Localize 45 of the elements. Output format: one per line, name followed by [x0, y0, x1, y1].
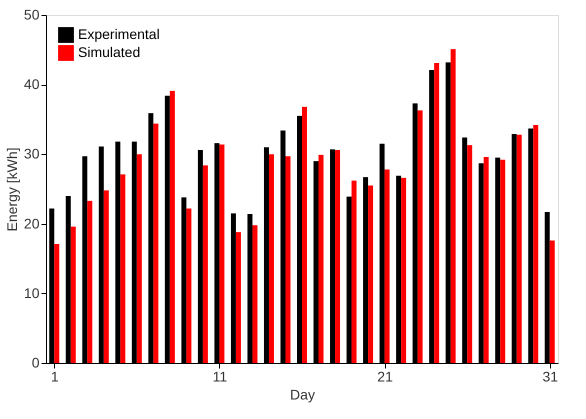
- bar: [268, 154, 274, 363]
- bar: [335, 150, 340, 363]
- x-tick-label: 21: [377, 368, 394, 384]
- y-tick-label: 40: [24, 76, 40, 92]
- bar: [186, 208, 192, 363]
- bar: [516, 134, 522, 363]
- bar: [318, 154, 324, 363]
- bar: [120, 174, 126, 363]
- x-tick-label: 31: [542, 368, 558, 384]
- bar: [252, 225, 258, 363]
- y-tick-label: 30: [24, 146, 40, 162]
- bar: [450, 49, 456, 363]
- bar: [384, 170, 390, 363]
- bar: [236, 232, 241, 363]
- bar: [434, 63, 440, 363]
- y-tick-label: 10: [24, 284, 40, 301]
- bar: [153, 124, 158, 363]
- bar: [70, 226, 76, 363]
- bar: [285, 156, 290, 363]
- bar: [54, 244, 60, 363]
- bar: [484, 156, 489, 363]
- bar: [368, 186, 374, 363]
- bar: [219, 144, 224, 363]
- bar: [352, 180, 357, 363]
- bar: [467, 145, 472, 363]
- bar: [87, 200, 92, 363]
- bar: [418, 110, 423, 363]
- bar: [550, 240, 555, 363]
- y-tick-label: 50: [24, 6, 40, 22]
- y-tick-label: 0: [32, 354, 40, 370]
- bar: [104, 190, 109, 363]
- y-tick-label: 20: [24, 215, 40, 232]
- bar: [533, 124, 538, 363]
- x-tick-label: 11: [212, 368, 228, 384]
- y-axis-title: Energy [kWh]: [4, 147, 20, 232]
- legend-label: Experimental: [78, 26, 160, 42]
- bar: [170, 90, 175, 363]
- bar: [302, 106, 307, 363]
- legend-label: Simulated: [78, 44, 140, 60]
- bar: [500, 160, 506, 363]
- x-axis-title: Day: [290, 386, 315, 402]
- bar: [136, 154, 142, 363]
- x-tick-label: 1: [50, 368, 59, 384]
- bar: [202, 165, 208, 363]
- bar: [401, 178, 406, 363]
